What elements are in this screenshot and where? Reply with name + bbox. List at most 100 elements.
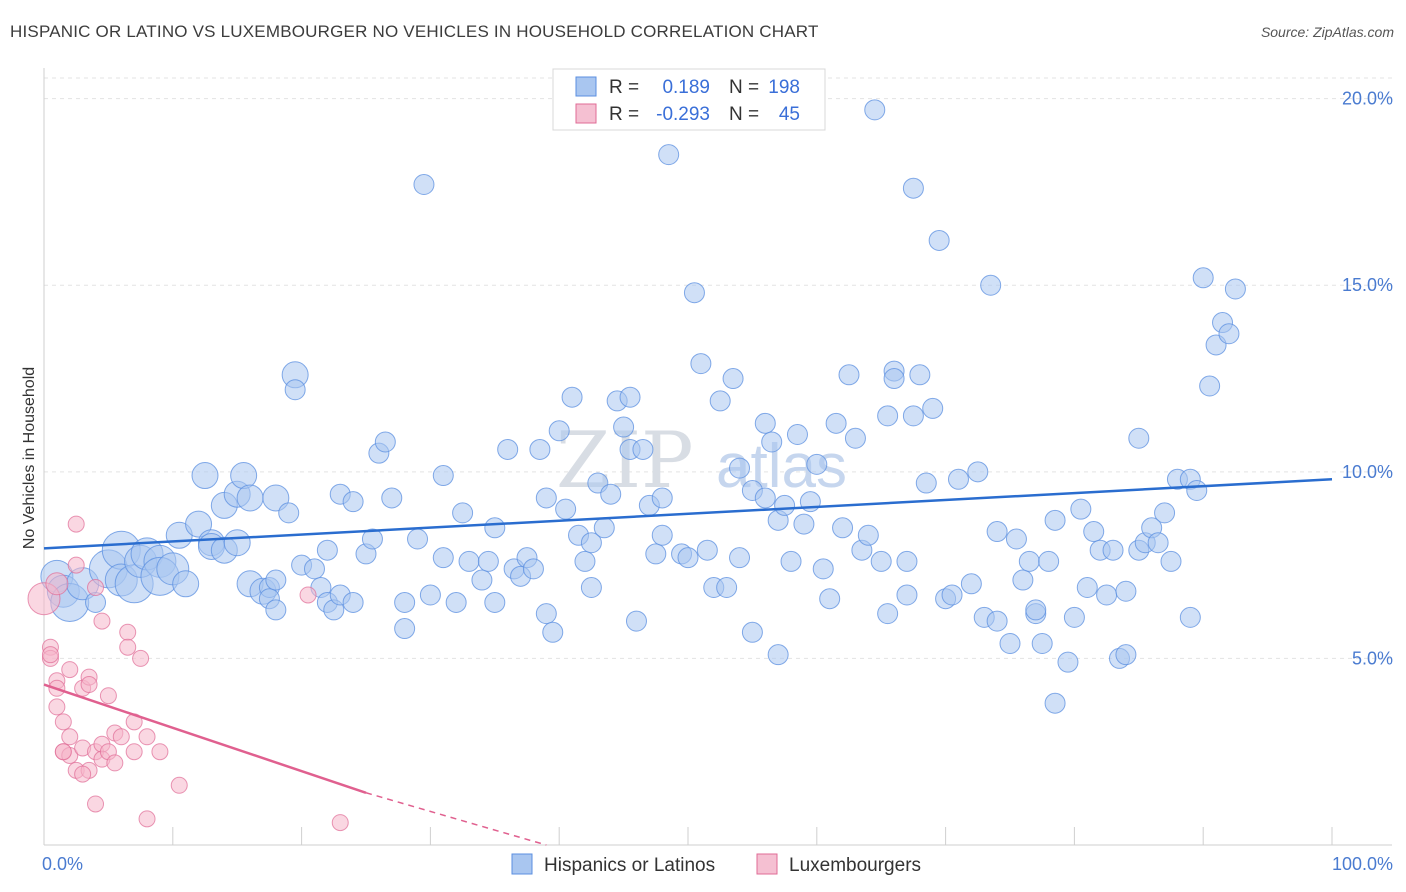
luxembourger-point bbox=[45, 572, 69, 596]
hispanic-point bbox=[767, 644, 789, 666]
luxembourger-point bbox=[331, 814, 349, 832]
luxembourger-point bbox=[93, 612, 111, 630]
y-tick-label-3: 20.0% bbox=[1342, 89, 1393, 109]
hispanic-point bbox=[838, 364, 860, 386]
luxembourger-point bbox=[48, 698, 66, 716]
hispanic-point bbox=[1018, 550, 1040, 572]
hispanic-point bbox=[677, 547, 699, 569]
luxembourger-point bbox=[106, 754, 124, 772]
hispanic-point bbox=[374, 431, 396, 453]
hispanic-point bbox=[529, 438, 551, 460]
legend-n-value-2: 45 bbox=[779, 104, 800, 125]
luxembourger-trend-line bbox=[43, 683, 367, 794]
hispanic-trend-line bbox=[43, 478, 1333, 550]
hispanic-point bbox=[806, 453, 828, 475]
source-label: Source: ZipAtlas.com bbox=[1260, 24, 1394, 40]
hispanic-point bbox=[683, 282, 705, 304]
hispanic-point bbox=[1218, 323, 1240, 345]
hispanic-point bbox=[484, 591, 506, 613]
bottom-legend-swatch-pink bbox=[756, 853, 778, 875]
hispanic-point bbox=[902, 177, 924, 199]
hispanic-point bbox=[1160, 550, 1182, 572]
hispanic-point bbox=[690, 353, 712, 375]
hispanic-point bbox=[999, 632, 1021, 654]
hispanic-point bbox=[484, 517, 506, 539]
hispanic-point bbox=[1044, 692, 1066, 714]
hispanic-point bbox=[471, 569, 493, 591]
hispanic-point bbox=[580, 532, 602, 554]
hispanic-point bbox=[303, 558, 325, 580]
hispanic-point bbox=[1096, 584, 1118, 606]
luxembourger-point bbox=[87, 795, 105, 813]
hispanic-point bbox=[1128, 427, 1150, 449]
correlation-legend: R = 0.189 N = 198 R = -0.293 N = 45 bbox=[552, 68, 826, 131]
hispanic-point bbox=[432, 547, 454, 569]
legend-box bbox=[552, 68, 826, 131]
hispanic-point bbox=[819, 588, 841, 610]
hispanic-point bbox=[1083, 521, 1105, 543]
x-tick-label-1: 100.0% bbox=[1332, 854, 1393, 874]
hispanic-point bbox=[1186, 479, 1208, 501]
luxembourger-point bbox=[138, 810, 156, 828]
luxembourger-point bbox=[54, 713, 72, 731]
hispanic-point bbox=[980, 274, 1002, 296]
trend-lines bbox=[43, 478, 1333, 846]
luxembourger-point bbox=[80, 676, 98, 694]
hispanic-point bbox=[947, 468, 969, 490]
hispanic-point bbox=[986, 610, 1008, 632]
hispanic-point bbox=[896, 584, 918, 606]
hispanic-point bbox=[844, 427, 866, 449]
hispanic-point bbox=[1076, 577, 1098, 599]
hispanic-point bbox=[774, 494, 796, 516]
luxembourger-point bbox=[41, 646, 59, 664]
hispanic-point bbox=[600, 483, 622, 505]
hispanic-point bbox=[967, 461, 989, 483]
hispanic-point bbox=[696, 539, 718, 561]
luxembourger-point bbox=[54, 743, 72, 761]
hispanic-point bbox=[1115, 644, 1137, 666]
hispanic-point bbox=[1199, 375, 1221, 397]
y-tick-label-0: 5.0% bbox=[1352, 648, 1393, 668]
hispanic-point bbox=[522, 558, 544, 580]
hispanic-point bbox=[793, 513, 815, 535]
bottom-legend-label-2: Luxembourgers bbox=[789, 855, 921, 876]
luxembourger-point bbox=[125, 743, 143, 761]
hispanic-point bbox=[1044, 509, 1066, 531]
hispanic-point bbox=[265, 569, 287, 591]
legend-r-value-2: -0.293 bbox=[656, 104, 710, 125]
hispanic-point bbox=[535, 603, 557, 625]
hispanic-point bbox=[625, 610, 647, 632]
luxembourger-point bbox=[299, 586, 317, 604]
hispanic-point bbox=[1115, 580, 1137, 602]
hispanic-point bbox=[452, 502, 474, 524]
hispanic-point bbox=[915, 472, 937, 494]
hispanic-point bbox=[262, 484, 290, 512]
x-tick-label-0: 0.0% bbox=[42, 854, 83, 874]
hispanic-point bbox=[284, 379, 306, 401]
chart-title: HISPANIC OR LATINO VS LUXEMBOURGER NO VE… bbox=[10, 22, 819, 41]
hispanic-point bbox=[754, 487, 776, 509]
hispanic-point bbox=[593, 517, 615, 539]
hispanic-point bbox=[445, 591, 467, 613]
hispanic-point bbox=[632, 438, 654, 460]
luxembourger-point bbox=[119, 623, 137, 641]
legend-n-value-1: 198 bbox=[768, 77, 800, 98]
hispanic-point bbox=[1012, 569, 1034, 591]
hispanic-point bbox=[548, 420, 570, 442]
hispanic-point bbox=[729, 547, 751, 569]
hispanic-point bbox=[1070, 498, 1092, 520]
legend-n-label-2: N = bbox=[729, 104, 759, 125]
hispanic-point bbox=[902, 405, 924, 427]
hispanic-point bbox=[928, 229, 950, 251]
hispanic-point bbox=[394, 618, 416, 640]
hispanic-point bbox=[883, 368, 905, 390]
hispanic-point bbox=[832, 517, 854, 539]
luxembourger-point bbox=[112, 728, 130, 746]
hispanic-point bbox=[1192, 267, 1214, 289]
hispanic-point bbox=[786, 424, 808, 446]
y-tick-label-2: 15.0% bbox=[1342, 275, 1393, 295]
hispanic-point bbox=[922, 397, 944, 419]
luxembourger-point bbox=[99, 687, 117, 705]
hispanic-point bbox=[413, 173, 435, 195]
legend-r-label-2: R = bbox=[609, 104, 639, 125]
